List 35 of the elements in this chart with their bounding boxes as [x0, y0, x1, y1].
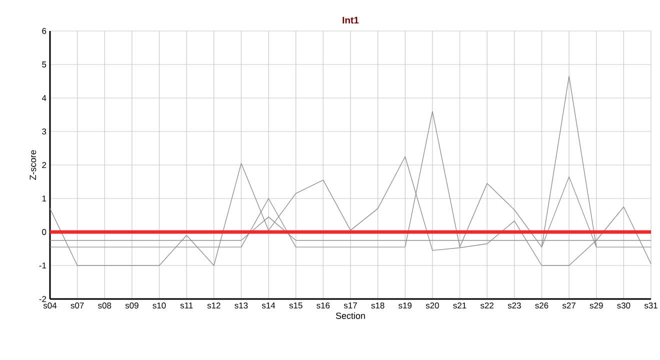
x-tick-label: s29 — [590, 302, 603, 309]
y-tick-label: 4 — [42, 95, 46, 101]
x-tick-label: s20 — [426, 302, 439, 309]
x-tick-label: s04 — [43, 302, 57, 309]
chart-title: Int1 — [342, 16, 359, 24]
x-tick-label: s23 — [508, 302, 521, 309]
y-tick-label: 5 — [42, 62, 46, 68]
x-tick-label: s13 — [234, 302, 248, 309]
x-tick-label: s16 — [316, 302, 330, 309]
x-tick-label: s30 — [617, 302, 630, 309]
y-tick-label: 0 — [42, 229, 46, 235]
x-tick-label: s07 — [70, 302, 84, 309]
x-axis-title: Section — [336, 312, 365, 319]
y-tick-label: -2 — [39, 296, 46, 302]
x-tick-label: s10 — [152, 302, 166, 309]
x-tick-label: s21 — [453, 302, 466, 309]
x-tick-label: s22 — [480, 302, 494, 309]
y-axis-title: Z-score — [30, 150, 36, 180]
x-tick-label: s17 — [344, 302, 357, 308]
x-tick-label: s14 — [262, 302, 276, 308]
x-tick-label: s31 — [644, 302, 658, 309]
x-tick-label: s19 — [398, 302, 412, 309]
x-tick-label: s08 — [98, 302, 112, 309]
x-tick-label: s09 — [125, 302, 138, 309]
x-tick-label: s26 — [535, 302, 548, 309]
x-tick-label: s18 — [371, 302, 384, 309]
y-tick-label: 1 — [42, 196, 46, 202]
y-tick-label: 6 — [42, 28, 46, 34]
x-tick-label: s11 — [180, 302, 193, 308]
y-tick-label: 3 — [42, 128, 46, 134]
y-tick-label: -1 — [39, 262, 46, 268]
y-tick-label: 2 — [42, 162, 46, 168]
x-tick-label: s15 — [289, 302, 302, 308]
x-tick-label: s27 — [562, 302, 576, 309]
x-tick-label: s12 — [207, 302, 220, 309]
